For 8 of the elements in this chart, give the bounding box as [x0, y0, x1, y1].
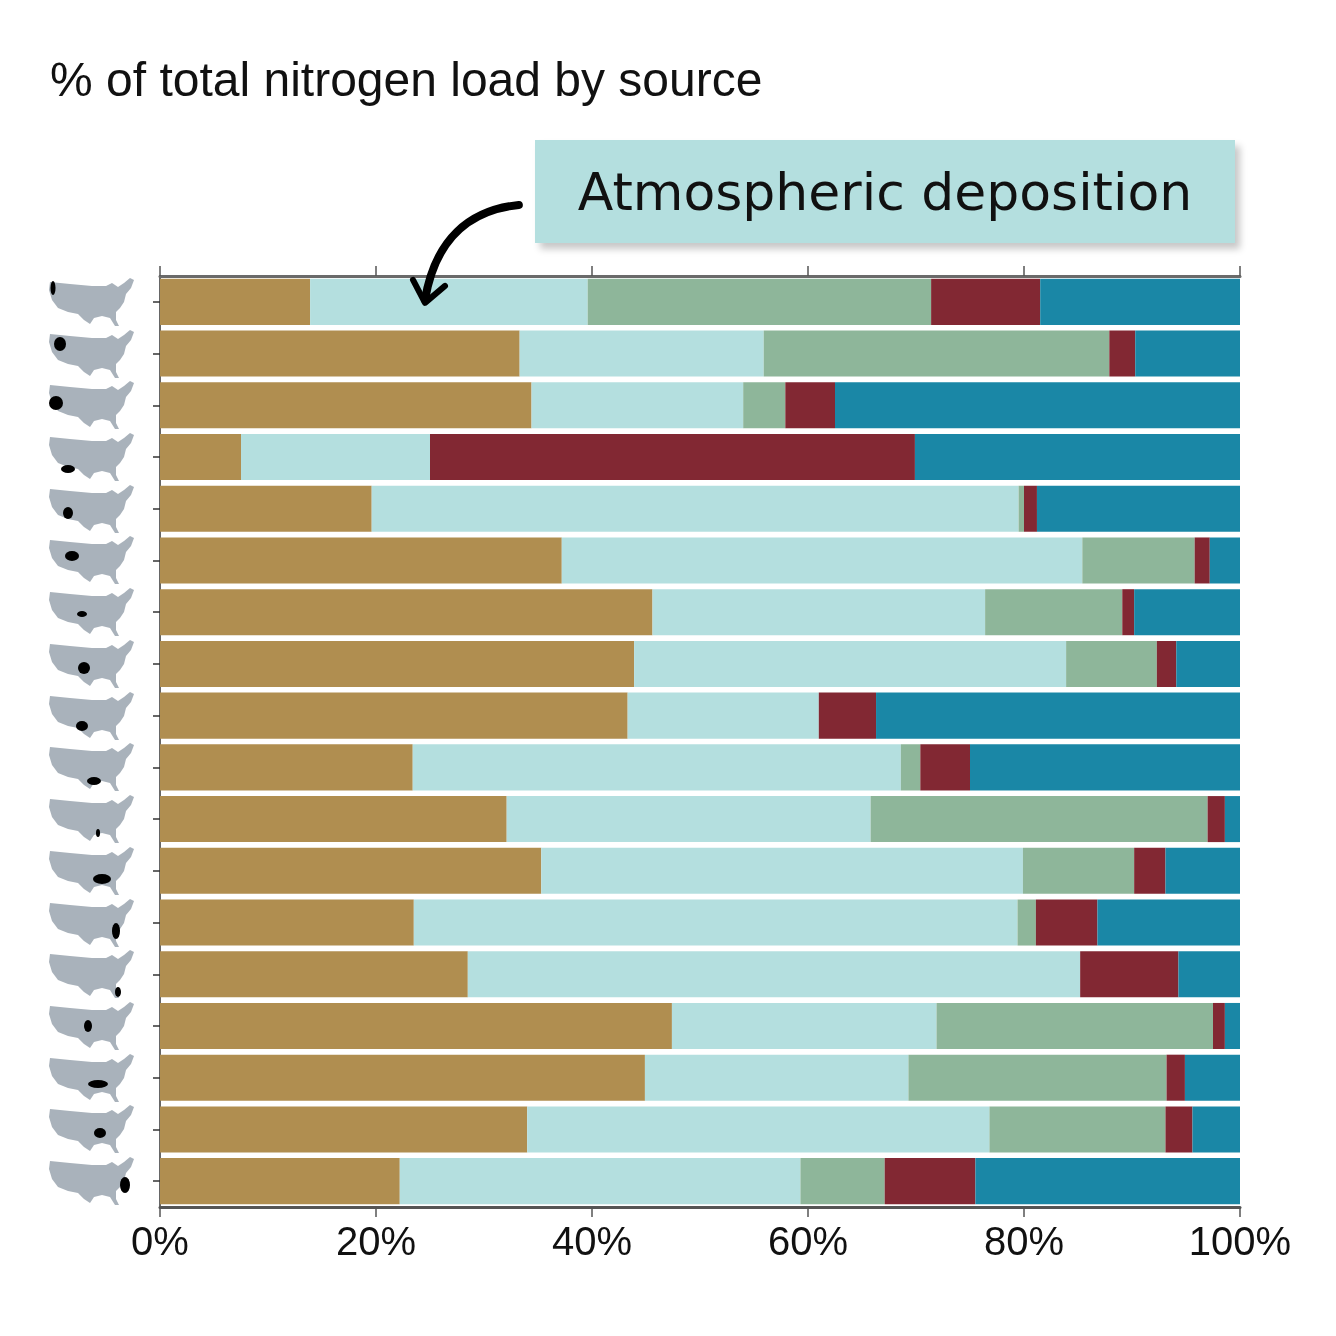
x-tick-label: 40%: [551, 1219, 633, 1263]
x-tick-label: 20%: [335, 1219, 417, 1263]
x-tick-label: 80%: [983, 1219, 1065, 1263]
x-tick-label: 60%: [767, 1219, 849, 1263]
chart-title: % of total nitrogen load by source: [50, 52, 763, 106]
series-label: Atmospheric deposition: [535, 140, 1235, 243]
x-tick-label: 100%: [1188, 1219, 1292, 1263]
x-tick-label: 0%: [131, 1219, 189, 1263]
